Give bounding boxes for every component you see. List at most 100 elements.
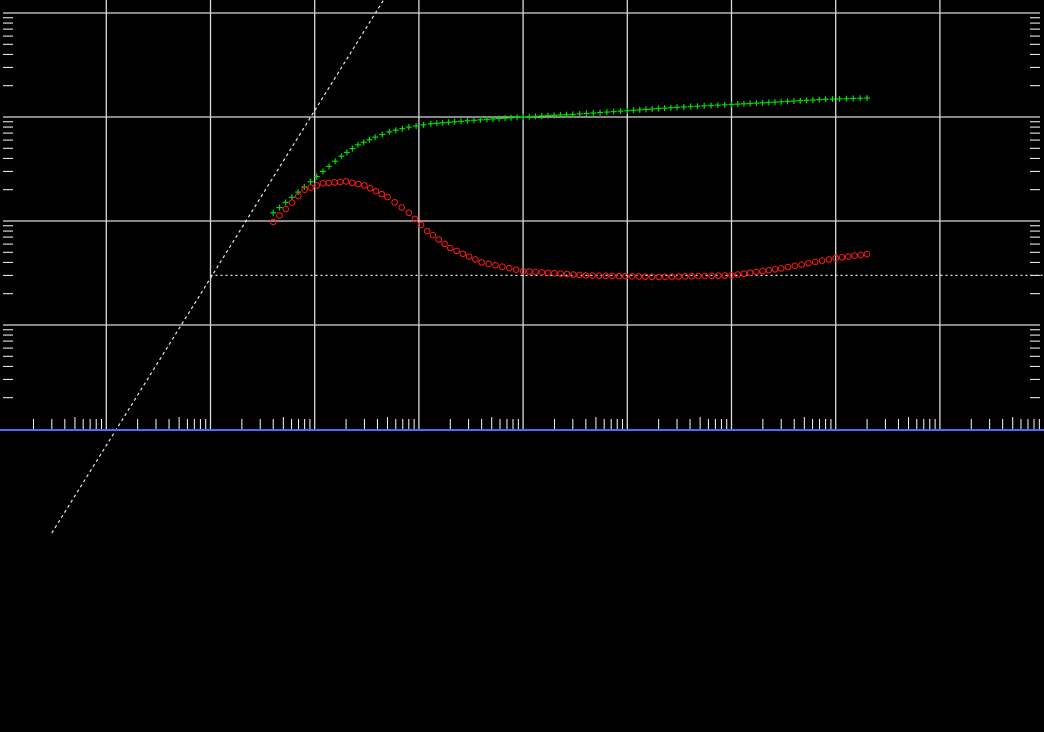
data-point-cross [489, 115, 496, 122]
data-point-cross [445, 119, 452, 126]
data-point-cross [354, 141, 361, 148]
data-point-cross [471, 117, 478, 124]
data-point-circle [384, 193, 391, 201]
data-point-cross [701, 102, 708, 109]
data-point-cross [420, 121, 427, 128]
data-point-circle [675, 273, 682, 280]
data-point-circle [714, 272, 722, 279]
data-point-circle [771, 265, 779, 273]
axis-ticks [3, 17, 1040, 429]
data-point-circle [569, 271, 577, 278]
data-point-circle [276, 212, 283, 219]
data-point-circle [526, 268, 533, 275]
data-point-circle [505, 264, 513, 272]
data-point-circle [582, 272, 590, 279]
data-point-circle [728, 272, 735, 279]
data-point-circle [642, 273, 649, 280]
data-point-cross [413, 122, 420, 129]
data-point-cross [778, 98, 785, 105]
data-point-cross [427, 120, 434, 127]
data-point-circle [288, 199, 296, 206]
data-point-cross [477, 116, 484, 123]
data-point-cross [514, 114, 521, 121]
data-point-circle [361, 182, 368, 189]
data-point-cross [661, 105, 668, 112]
data-point-circle [661, 273, 669, 281]
data-point-circle [759, 267, 766, 275]
data-point-cross [386, 128, 393, 135]
data-point-circle [863, 250, 871, 258]
data-point-circle [512, 266, 520, 273]
data-point-cross [583, 110, 590, 117]
data-point-cross [708, 102, 715, 109]
data-point-circle [622, 272, 629, 280]
data-point-circle [478, 259, 485, 266]
data-point-circle [595, 272, 603, 279]
data-point-circle [628, 273, 636, 280]
data-point-cross [797, 97, 804, 104]
grid-lines [3, 0, 1040, 429]
data-point-circle [499, 263, 506, 271]
data-point-circle [648, 273, 656, 281]
data-point-cross [551, 112, 558, 119]
data-point-cross [366, 136, 373, 143]
data-point-circle [688, 272, 696, 280]
data-point-cross [642, 106, 649, 113]
data-point-cross [464, 117, 471, 124]
data-point-cross [544, 112, 551, 119]
data-point-cross [338, 153, 345, 160]
data-point-circle [708, 272, 715, 280]
data-point-circle [857, 251, 865, 259]
data-point-circle [557, 270, 565, 277]
data-point-cross [576, 110, 583, 117]
data-point-circle [589, 272, 596, 279]
data-point-circle [372, 187, 380, 195]
data-point-circle [342, 178, 350, 185]
data-point-cross [636, 106, 643, 113]
data-point-cross [349, 145, 356, 152]
data-point-circle [615, 272, 623, 280]
data-point-circle [576, 271, 583, 279]
data-point-cross [563, 111, 570, 118]
data-point-cross [822, 96, 829, 103]
data-point-circle [485, 260, 492, 268]
data-point-cross [379, 131, 386, 138]
data-point-circle [701, 272, 709, 280]
data-point-circle [307, 184, 315, 191]
data-point-circle [563, 270, 571, 278]
data-point-cross [680, 103, 687, 110]
data-point-circle [832, 254, 840, 262]
data-point-circle [465, 253, 473, 260]
data-point-cross [282, 199, 289, 206]
data-point-circle [602, 272, 609, 280]
data-point-cross [610, 108, 617, 115]
data-point-cross [313, 173, 320, 180]
data-point-cross [502, 115, 509, 122]
data-point-cross [667, 104, 674, 111]
data-point-circle [441, 240, 448, 248]
data-point-cross [326, 163, 333, 170]
data-point-cross [590, 109, 597, 116]
data-point-cross [392, 127, 399, 134]
data-point-circle [784, 263, 792, 271]
data-point-circle [453, 247, 460, 255]
data-point-cross [439, 119, 446, 126]
data-point-cross [483, 116, 490, 123]
data-point-cross [288, 194, 295, 201]
data-point-cross [759, 99, 766, 106]
series-cross-markers [270, 95, 871, 216]
data-point-circle [411, 215, 419, 223]
data-point-cross [343, 149, 350, 156]
data-point-circle [668, 273, 676, 280]
data-point-cross [809, 97, 816, 104]
data-point-circle [791, 262, 799, 270]
data-point-cross [674, 104, 681, 111]
data-point-circle [378, 190, 386, 198]
data-point-circle [446, 244, 454, 252]
data-point-circle [681, 273, 689, 280]
data-point-cross [864, 95, 871, 102]
data-point-circle [818, 257, 826, 264]
data-point-circle [435, 236, 443, 243]
data-point-cross [295, 189, 302, 196]
